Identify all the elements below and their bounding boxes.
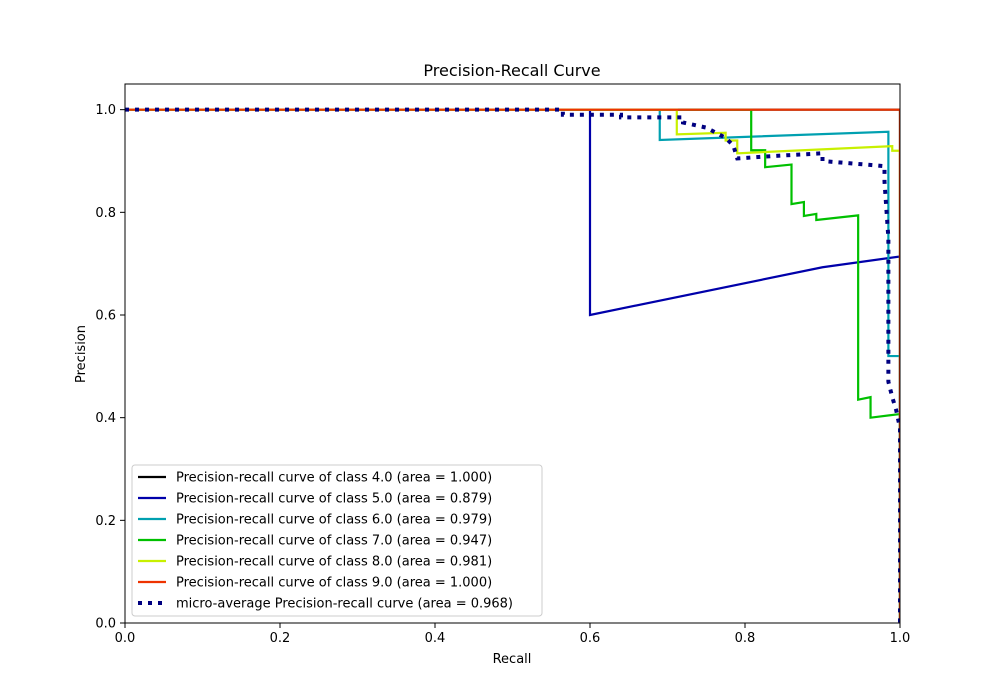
legend-label-3: Precision-recall curve of class 7.0 (are…: [176, 534, 492, 549]
curve-series-4: [125, 108, 900, 623]
plot-frame: [124, 83, 901, 624]
y-tick-label: 0.8: [95, 206, 116, 221]
chart-title: Precision-Recall Curve: [423, 61, 600, 80]
legend-label-2: Precision-recall curve of class 6.0 (are…: [176, 513, 492, 528]
curve-series-6: [125, 107, 900, 623]
curve-series-5: [125, 108, 900, 623]
y-tick-label: 0.2: [95, 514, 116, 529]
y-tick-label: 0.6: [95, 309, 116, 324]
curves-layer: [125, 107, 900, 623]
legend-label-1: Precision-recall curve of class 5.0 (are…: [176, 492, 492, 507]
x-axis-ticks: 0.0 0.2 0.4 0.6 0.8 1.0: [115, 623, 911, 646]
x-tick-label: 0.4: [425, 631, 446, 646]
legend-box: [131, 464, 543, 617]
curve-series-3: [125, 108, 900, 623]
x-tick-label: 0.2: [270, 631, 291, 646]
x-tick-label: 0.8: [735, 631, 756, 646]
legend-label-4: Precision-recall curve of class 8.0 (are…: [176, 555, 492, 570]
x-tick-label: 0.0: [115, 631, 136, 646]
x-tick-label: 1.0: [890, 631, 911, 646]
legend-label-0: Precision-recall curve of class 4.0 (are…: [176, 471, 492, 486]
y-tick-label: 0.4: [95, 411, 116, 426]
y-axis-ticks: 0.0 0.2 0.4 0.6 0.8 1.0: [95, 103, 125, 632]
legend: Precision-recall curve of class 4.0 (are…: [131, 464, 543, 617]
legend-label-6: micro-average Precision-recall curve (ar…: [176, 597, 513, 612]
y-axis-label: Precision: [74, 325, 89, 383]
y-tick-label: 0.0: [95, 617, 116, 632]
x-tick-label: 0.6: [580, 631, 601, 646]
x-axis-label: Recall: [493, 652, 532, 667]
legend-label-5: Precision-recall curve of class 9.0 (are…: [176, 576, 492, 591]
y-tick-label: 1.0: [95, 103, 116, 118]
